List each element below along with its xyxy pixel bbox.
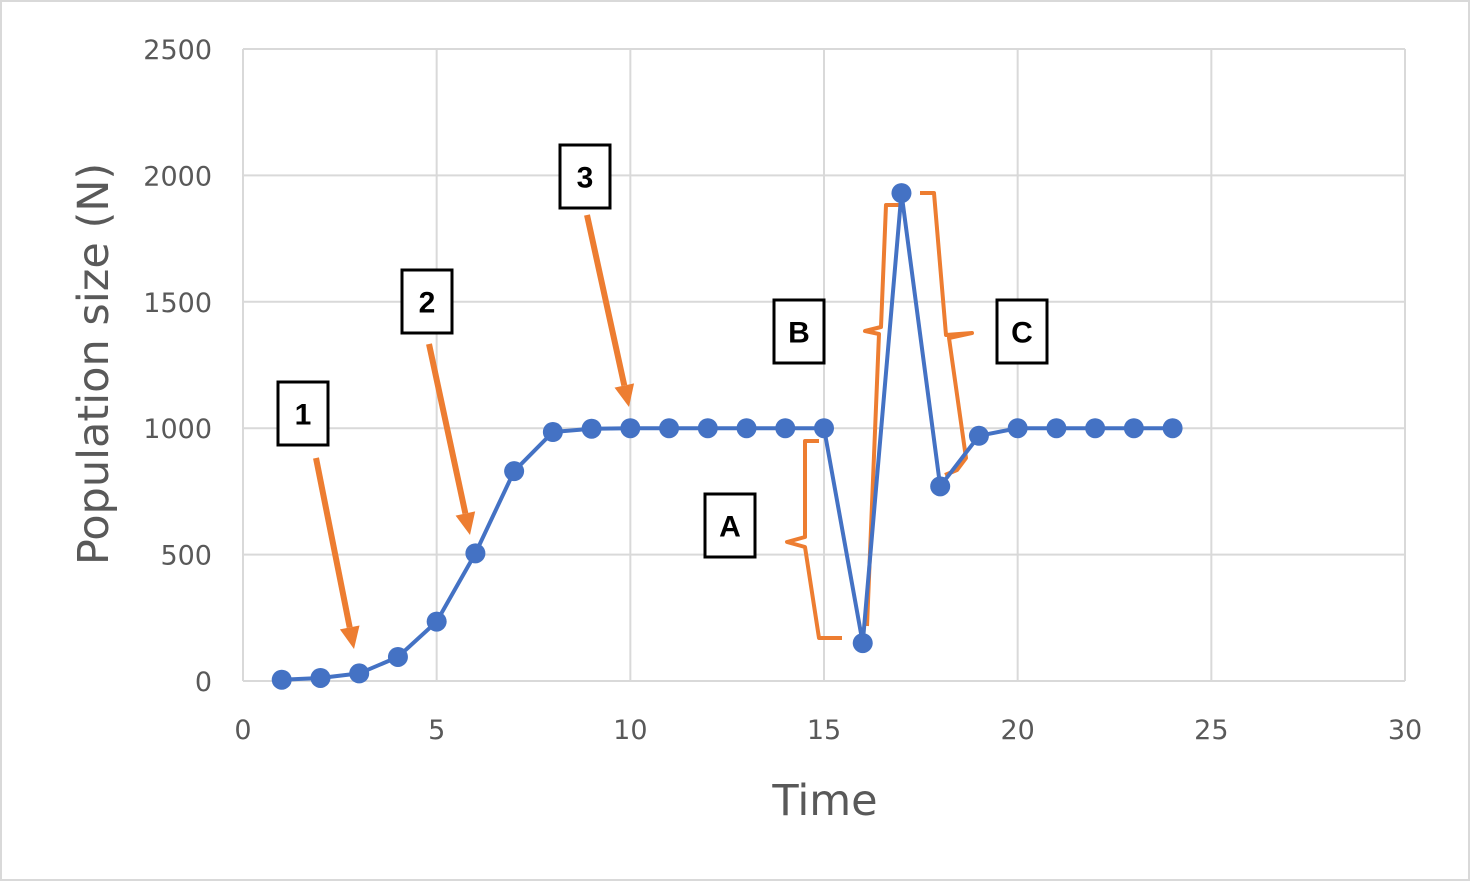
annotation-box [995, 298, 1049, 365]
data-point [930, 476, 951, 497]
annotation-bracket [920, 191, 974, 477]
data-point [387, 646, 408, 667]
data-point [852, 633, 873, 654]
data-point [968, 425, 989, 446]
arrow-shaft [313, 457, 353, 629]
arrow-head [455, 511, 476, 535]
y-tick-label: 1000 [143, 414, 212, 445]
annotation-box [276, 380, 330, 447]
series-line [281, 191, 1173, 682]
y-tick-label: 500 [160, 541, 212, 572]
x-tick-label: 20 [1000, 715, 1034, 746]
annotation-bracket [785, 439, 842, 640]
grid [242, 48, 1406, 682]
annotation-box [703, 492, 757, 559]
annotation-box [558, 143, 612, 210]
x-axis-title: Time [771, 776, 877, 826]
data-point [504, 461, 525, 482]
data-point [891, 183, 912, 204]
data-point [775, 418, 796, 439]
data-point [542, 421, 563, 442]
x-tick-label: 0 [234, 715, 251, 746]
data-point [1085, 418, 1106, 439]
arrow-shaft [426, 343, 469, 515]
data-series [271, 183, 1183, 690]
x-tick-label: 25 [1194, 715, 1228, 746]
x-tick-label: 15 [807, 715, 841, 746]
y-axis-title: Population size (N) [69, 163, 119, 565]
y-tick-label: 2000 [143, 161, 212, 192]
data-point [581, 418, 602, 439]
annotation-box [400, 268, 454, 335]
annotation-box [772, 298, 826, 365]
data-point [465, 543, 486, 564]
y-tick-label: 2500 [143, 35, 212, 66]
data-point [1123, 418, 1144, 439]
annotation-labels: 1 2 3 A B C [276, 143, 1049, 559]
x-tick-label: 30 [1388, 715, 1422, 746]
annotation-marks [313, 191, 974, 649]
data-point [736, 418, 757, 439]
data-point [1162, 418, 1183, 439]
arrow-head [614, 383, 635, 407]
x-tick-label: 5 [428, 715, 445, 746]
annotation-label: 1 [295, 399, 312, 432]
annotation-label: 3 [577, 162, 594, 195]
annotation-bracket [863, 203, 899, 627]
data-point [697, 418, 718, 439]
annotation-label: 2 [419, 287, 436, 320]
y-tick-label: 1500 [143, 288, 212, 319]
annotation-label: A [719, 511, 741, 544]
arrow-shaft [584, 214, 628, 387]
data-point [271, 669, 292, 690]
x-tick-label: 10 [613, 715, 647, 746]
data-point [426, 611, 447, 632]
data-point [659, 418, 680, 439]
y-tick-label: 0 [195, 667, 212, 698]
tick-labels: 0 500 1000 1500 2000 2500 0 5 10 15 20 25 30 [143, 35, 1422, 746]
annotation-label: C [1011, 317, 1033, 350]
data-point [1007, 418, 1028, 439]
data-point [1046, 418, 1067, 439]
data-point [814, 418, 834, 439]
annotation-label: B [788, 317, 810, 350]
data-point [620, 418, 641, 439]
data-point [310, 667, 331, 688]
data-point [349, 663, 370, 684]
arrow-head [339, 625, 360, 649]
